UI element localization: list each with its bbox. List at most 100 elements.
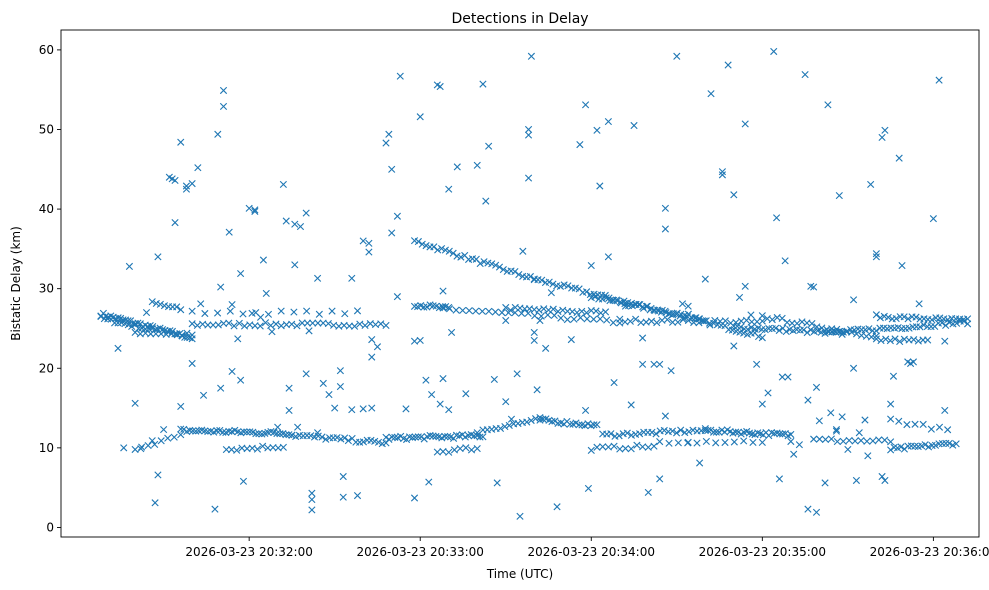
- detection-point: [502, 398, 510, 406]
- detection-point: [305, 327, 313, 335]
- detection-point: [863, 437, 871, 445]
- detection-point: [156, 300, 164, 308]
- detection-point: [513, 370, 521, 378]
- detection-point: [892, 314, 900, 323]
- detection-point: [388, 433, 396, 441]
- detection-point: [97, 312, 105, 321]
- detection-point: [812, 508, 821, 516]
- detection-point: [436, 82, 444, 91]
- detection-point: [576, 314, 585, 322]
- detection-point: [177, 425, 185, 433]
- detection-point: [507, 415, 516, 423]
- detection-point: [414, 237, 422, 246]
- detection-point: [661, 225, 669, 233]
- detection-point: [336, 382, 344, 391]
- detection-point: [259, 442, 267, 450]
- detection-point: [402, 405, 410, 413]
- detection-point: [416, 113, 424, 121]
- detection-point: [616, 445, 624, 453]
- detection-point: [302, 209, 310, 217]
- detection-point: [768, 316, 776, 324]
- detection-point: [192, 427, 200, 435]
- detection-point: [741, 120, 749, 128]
- detection-point: [154, 471, 162, 479]
- detection-point: [194, 164, 202, 172]
- detection-point: [915, 300, 923, 308]
- detection-point: [325, 390, 333, 399]
- detection-point: [476, 259, 484, 268]
- detection-point: [952, 440, 960, 448]
- detection-point: [818, 324, 826, 332]
- detection-point: [583, 315, 591, 323]
- detection-point: [623, 429, 631, 437]
- detection-point: [291, 220, 299, 228]
- detection-point: [488, 260, 496, 268]
- detection-point: [515, 270, 523, 279]
- detection-point: [644, 488, 652, 497]
- detection-point: [341, 310, 349, 318]
- detection-point: [527, 416, 535, 425]
- detection-point: [171, 219, 179, 227]
- detection-point: [368, 404, 376, 412]
- detection-point: [865, 325, 873, 333]
- detection-point: [517, 309, 526, 317]
- detection-point: [410, 337, 419, 345]
- detection-point: [298, 319, 306, 327]
- detection-point: [361, 321, 369, 330]
- y-tick-label: 60: [39, 43, 54, 57]
- detection-point: [730, 438, 738, 446]
- detection-point: [439, 447, 447, 456]
- detection-point: [732, 428, 740, 436]
- detection-point: [296, 223, 305, 231]
- x-tick-label: 2026-03-23 20:36:00: [870, 545, 989, 559]
- detection-point: [673, 52, 681, 60]
- detection-point: [410, 494, 419, 502]
- detection-point: [549, 280, 557, 288]
- detection-point: [479, 80, 487, 88]
- detection-point: [225, 319, 233, 327]
- detection-point: [591, 293, 599, 301]
- detection-point: [815, 417, 823, 425]
- detection-point: [410, 302, 419, 310]
- detection-point: [935, 76, 943, 84]
- detection-point: [452, 306, 460, 314]
- detection-point: [131, 399, 139, 407]
- detection-point: [178, 331, 186, 339]
- detection-point: [219, 102, 228, 110]
- detection-point: [157, 437, 165, 445]
- detection-point: [511, 268, 519, 276]
- detection-point: [575, 421, 583, 429]
- detection-point: [702, 437, 710, 446]
- detection-point: [832, 427, 841, 435]
- detection-point: [377, 320, 385, 328]
- detection-point: [125, 262, 134, 270]
- detection-point: [599, 443, 607, 451]
- detection-point: [852, 476, 860, 485]
- detection-point: [672, 429, 681, 437]
- detection-point: [872, 335, 880, 343]
- detection-point: [665, 439, 673, 447]
- detection-point: [391, 433, 399, 442]
- detection-point: [348, 406, 356, 414]
- detection-point: [462, 390, 470, 398]
- detection-point: [359, 405, 367, 413]
- detection-point: [493, 479, 501, 487]
- detection-point: [945, 439, 953, 447]
- detection-point: [418, 240, 426, 248]
- detection-point: [382, 139, 390, 147]
- detection-point: [613, 297, 622, 305]
- detection-point: [821, 479, 829, 487]
- detection-point: [148, 298, 156, 306]
- detection-point: [916, 323, 924, 331]
- detection-point: [523, 418, 531, 426]
- detection-point: [621, 300, 629, 308]
- detection-point: [465, 306, 473, 315]
- detection-point: [730, 191, 738, 199]
- detection-point: [188, 331, 196, 339]
- chart-title: Detections in Delay: [451, 11, 588, 27]
- detection-point: [245, 204, 253, 212]
- detection-point: [505, 421, 513, 430]
- detection-point: [293, 322, 301, 330]
- detection-point: [887, 400, 895, 408]
- x-axis-title: Time (UTC): [486, 567, 553, 581]
